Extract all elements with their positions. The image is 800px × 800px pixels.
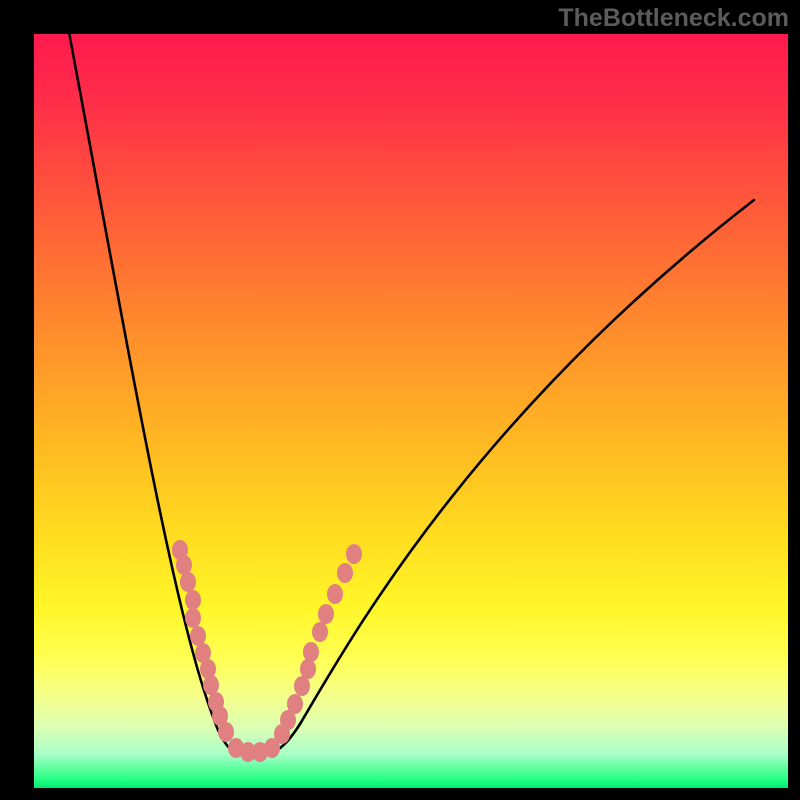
data-marker <box>287 694 303 714</box>
data-marker <box>346 544 362 564</box>
data-marker <box>203 675 219 695</box>
data-marker <box>190 626 206 646</box>
data-marker <box>327 584 343 604</box>
plot-background <box>34 34 788 788</box>
data-marker <box>294 676 310 696</box>
data-marker <box>218 722 234 742</box>
data-marker <box>303 642 319 662</box>
data-marker <box>300 659 316 679</box>
data-marker <box>312 622 328 642</box>
watermark-text: TheBottleneck.com <box>558 4 789 33</box>
data-marker <box>176 555 192 575</box>
data-marker <box>185 590 201 610</box>
bottleneck-chart <box>0 0 800 800</box>
data-marker <box>318 604 334 624</box>
data-marker <box>180 572 196 592</box>
data-marker <box>337 563 353 583</box>
data-marker <box>185 608 201 628</box>
